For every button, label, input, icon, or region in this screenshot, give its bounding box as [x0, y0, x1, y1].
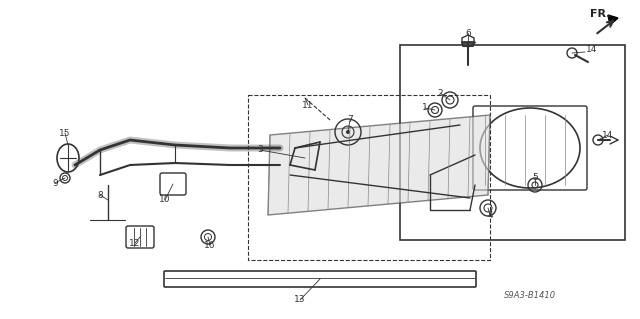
Polygon shape	[608, 15, 618, 25]
Text: 12: 12	[129, 239, 141, 248]
Text: 14: 14	[602, 130, 614, 139]
Text: 7: 7	[347, 115, 353, 124]
Text: 13: 13	[294, 295, 306, 305]
Text: 2: 2	[437, 88, 443, 98]
Text: 16: 16	[204, 241, 216, 249]
Text: 3: 3	[257, 145, 263, 154]
Polygon shape	[268, 115, 490, 215]
Text: 4: 4	[487, 211, 493, 219]
Text: 9: 9	[52, 179, 58, 188]
Text: 15: 15	[60, 129, 71, 137]
Text: S9A3-B1410: S9A3-B1410	[504, 291, 556, 300]
Text: 6: 6	[465, 28, 471, 38]
Text: 8: 8	[97, 190, 103, 199]
Text: FR.: FR.	[589, 9, 611, 19]
Text: 10: 10	[159, 196, 171, 204]
Text: 1: 1	[422, 103, 428, 113]
Text: 14: 14	[586, 46, 598, 55]
Text: 11: 11	[302, 100, 314, 109]
Text: 5: 5	[532, 174, 538, 182]
Circle shape	[346, 130, 350, 134]
